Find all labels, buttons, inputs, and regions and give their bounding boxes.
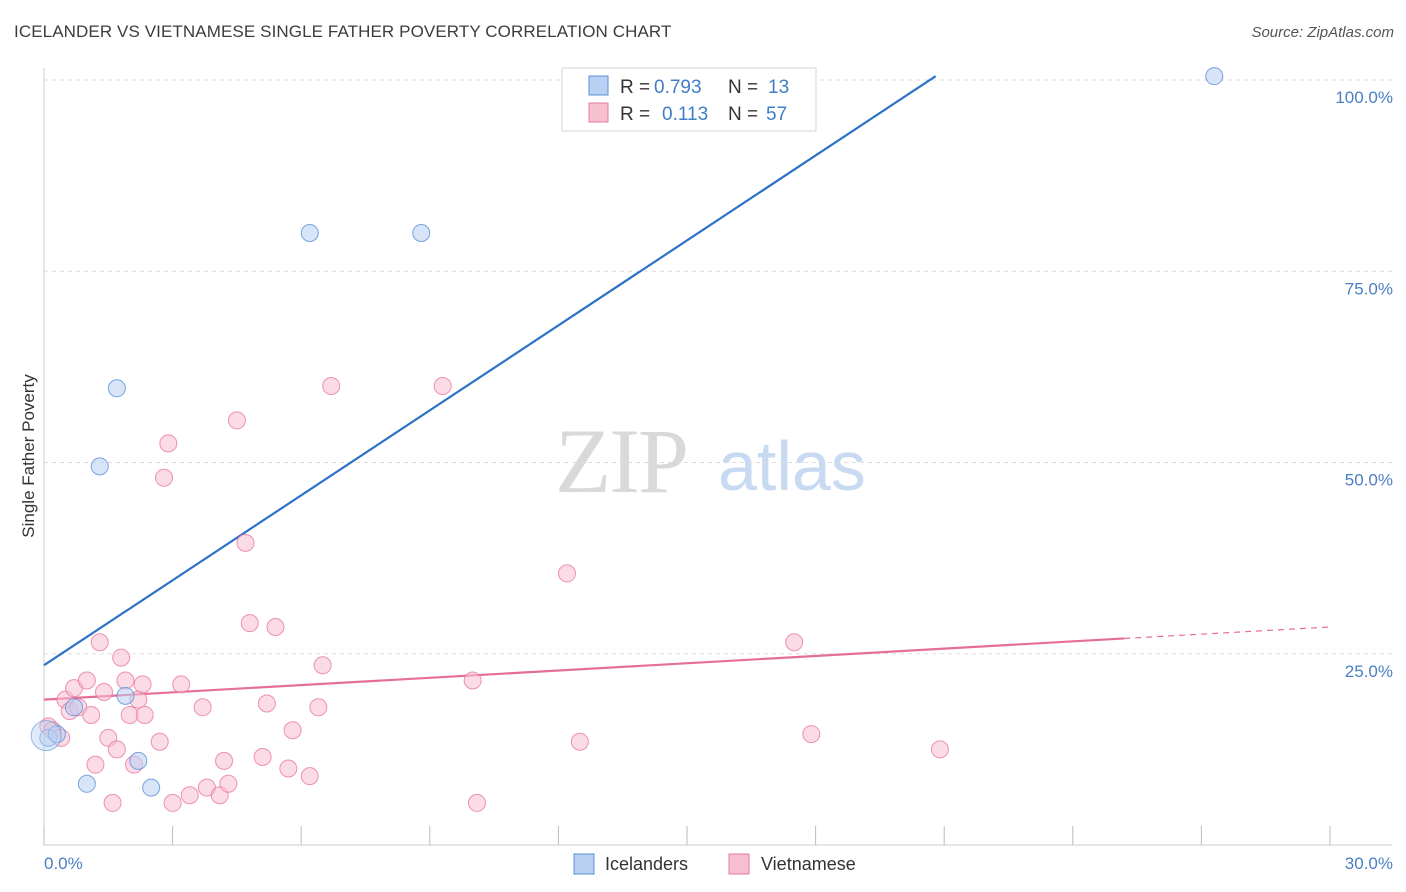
vietnamese-trend-line-dashed	[1124, 626, 1331, 640]
vietnamese-point-14	[107, 740, 126, 759]
y-tick-label-2: 75.0%	[1345, 279, 1393, 298]
y-tick-label-0: 25.0%	[1345, 662, 1393, 681]
vietnamese-point-34	[236, 533, 255, 552]
icelander-point-10	[412, 224, 431, 242]
vietnamese-point-23	[159, 434, 178, 453]
tick-labels: 25.0% 50.0% 75.0% 100.0% 0.0% 30.0%	[44, 88, 1393, 873]
vietnamese-point-20	[133, 675, 152, 694]
vietnamese-point-39	[279, 759, 298, 778]
axes	[43, 68, 1392, 846]
y-axis-label: Single Father Poverty	[19, 374, 38, 538]
vietnamese-point-42	[309, 698, 328, 717]
vietnamese-point-52	[930, 740, 949, 759]
legend-r-value-1: 0.793	[654, 77, 702, 98]
icelander-point-11	[1205, 67, 1224, 86]
bottom-legend: Icelanders Vietnamese	[573, 853, 856, 875]
vietnamese-point-21	[135, 705, 154, 724]
y-tick-label-3: 100.0%	[1335, 88, 1393, 107]
legend-swatch-icelanders	[588, 75, 609, 96]
vietnamese-point-45	[433, 377, 452, 395]
vietnamese-point-26	[172, 675, 191, 694]
vietnamese-point-25	[163, 793, 182, 812]
vietnamese-point-44	[322, 377, 341, 395]
vietnamese-point-15	[112, 648, 131, 667]
vietnamese-point-31	[215, 751, 234, 770]
legend-n-value-1: 13	[768, 77, 789, 98]
x-tick-label-0: 0.0%	[44, 854, 83, 873]
vietnamese-point-33	[227, 411, 246, 430]
vietnamese-point-51	[802, 725, 821, 744]
vietnamese-point-11	[95, 683, 114, 701]
vietnamese-point-22	[150, 732, 169, 751]
icelander-point-5	[107, 379, 126, 398]
legend-r-label-2: R =	[620, 104, 650, 125]
vietnamese-point-40	[283, 721, 302, 740]
icelander-point-6	[116, 686, 135, 705]
vietnamese-point-36	[253, 748, 272, 767]
legend-n-label-2: N =	[728, 104, 758, 125]
watermark-zip: ZIP	[555, 410, 687, 512]
vietnamese-point-48	[557, 564, 576, 583]
vietnamese-point-10	[90, 633, 109, 652]
icelander-point-9	[300, 224, 319, 242]
icelander-point-2	[65, 698, 84, 717]
vietnamese-point-46	[463, 671, 482, 690]
legend-r-value-2: 0.113	[662, 104, 708, 125]
x-tick-label-1: 30.0%	[1345, 854, 1393, 873]
vietnamese-point-50	[785, 633, 804, 652]
vietnamese-trend-line	[43, 637, 1125, 701]
icelander-point-8	[142, 778, 161, 797]
vietnamese-point-38	[266, 617, 285, 636]
vietnamese-point-17	[120, 705, 139, 724]
vietnamese-point-27	[180, 786, 199, 805]
legend-r-label-1: R =	[620, 77, 650, 98]
icelander-point-7	[129, 751, 148, 770]
vietnamese-point-9	[86, 755, 105, 774]
icelander-trend-line	[43, 75, 937, 667]
vietnamese-point-8	[82, 705, 101, 724]
vietnamese-point-24	[155, 468, 174, 487]
vietnamese-point-7	[77, 671, 96, 690]
icelander-point-3	[77, 774, 96, 793]
bottom-legend-swatch-vietnamese	[728, 853, 750, 875]
vietnamese-point-35	[240, 614, 259, 633]
vietnamese-point-41	[300, 767, 319, 786]
vietnamese-point-13	[103, 793, 122, 812]
vietnamese-point-28	[193, 698, 212, 717]
vietnamese-point-49	[570, 732, 589, 751]
watermark-atlas: atlas	[718, 427, 866, 505]
legend-box: R = 0.793 N = 13 R = 0.113 N = 57	[561, 67, 817, 132]
vietnamese-point-16	[116, 671, 135, 690]
icelander-point-4	[90, 457, 109, 476]
grid	[44, 79, 1392, 655]
trend-lines	[43, 75, 1331, 701]
vietnamese-point-47	[467, 793, 486, 812]
legend-n-value-2: 57	[766, 104, 787, 125]
vietnamese-point-32	[219, 774, 238, 793]
bottom-legend-vietnamese: Vietnamese	[761, 854, 856, 874]
legend-swatch-vietnamese	[588, 102, 609, 123]
vietnamese-point-43	[313, 656, 332, 675]
bottom-legend-swatch-icelanders	[573, 853, 595, 875]
source-label: Source: ZipAtlas.com	[1251, 24, 1394, 41]
bottom-legend-icelanders: Icelanders	[605, 854, 688, 874]
data-points	[30, 67, 1224, 812]
legend-n-label-1: N =	[728, 77, 758, 98]
y-tick-label-1: 50.0%	[1345, 471, 1393, 490]
icelander-point-cluster	[30, 720, 62, 752]
vietnamese-point-37	[257, 694, 276, 713]
chart-title: ICELANDER VS VIETNAMESE SINGLE FATHER PO…	[14, 22, 672, 41]
